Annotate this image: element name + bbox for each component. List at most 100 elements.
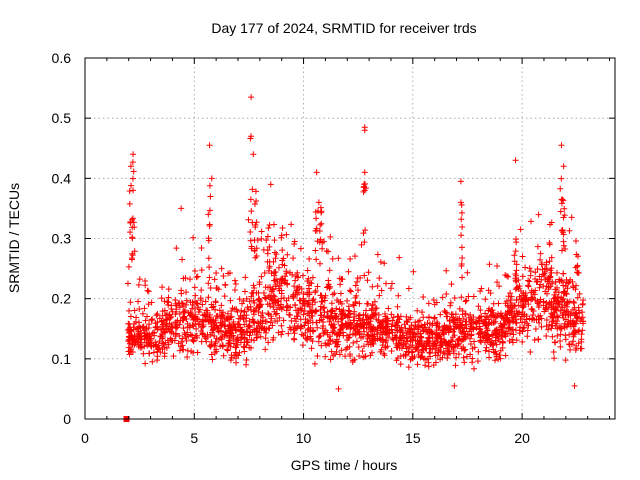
data-point (550, 348, 557, 355)
data-point (535, 336, 542, 343)
data-point (253, 219, 260, 226)
data-point (470, 293, 477, 300)
data-point (317, 236, 324, 243)
data-point (165, 341, 172, 348)
data-point (522, 264, 529, 271)
data-point (238, 328, 245, 335)
data-point (335, 318, 342, 325)
data-point (578, 338, 585, 345)
data-point (321, 304, 328, 311)
data-point (533, 279, 540, 286)
data-point (323, 284, 330, 291)
data-point (369, 349, 376, 356)
data-point (546, 258, 553, 265)
data-point (128, 182, 135, 189)
data-point (279, 225, 286, 232)
data-point (127, 163, 134, 170)
data-point (439, 340, 446, 347)
data-point (339, 308, 346, 315)
data-point (384, 329, 391, 336)
data-point (343, 320, 350, 327)
data-point (150, 349, 157, 356)
data-point (541, 308, 548, 315)
data-point (478, 285, 485, 292)
data-point (211, 349, 218, 356)
data-point (258, 273, 265, 280)
data-point (558, 278, 565, 285)
data-point (195, 308, 202, 315)
data-point (377, 329, 384, 336)
data-point (176, 347, 183, 354)
data-point (252, 222, 259, 229)
y-tick-label: 0.2 (52, 291, 72, 307)
data-point (570, 298, 577, 305)
data-point (246, 332, 253, 339)
data-point (457, 178, 464, 185)
data-point (361, 127, 368, 134)
data-point (375, 311, 382, 318)
data-point (402, 343, 409, 350)
data-point (273, 276, 280, 283)
data-point (153, 342, 160, 349)
data-point (414, 361, 421, 368)
data-point (145, 301, 152, 308)
data-point (304, 326, 311, 333)
data-point (292, 301, 299, 308)
data-point (526, 265, 533, 272)
data-point (447, 326, 454, 333)
data-point (483, 331, 490, 338)
data-point (520, 304, 527, 311)
data-point (248, 293, 255, 300)
data-point (222, 281, 229, 288)
data-point (295, 310, 302, 317)
data-point (562, 336, 569, 343)
data-point (243, 357, 250, 364)
data-point (481, 318, 488, 325)
data-point (193, 274, 200, 281)
data-point (265, 224, 272, 231)
data-point (506, 324, 513, 331)
data-point (566, 331, 573, 338)
data-point (397, 329, 404, 336)
data-point (431, 315, 438, 322)
data-point (347, 288, 354, 295)
data-point (574, 269, 581, 276)
data-point (458, 294, 465, 301)
data-point (546, 278, 553, 285)
data-point (305, 285, 312, 292)
data-point (537, 312, 544, 319)
data-point (338, 315, 345, 322)
data-point (574, 314, 581, 321)
data-point (208, 175, 215, 182)
data-point (233, 359, 240, 366)
data-point (536, 284, 543, 291)
data-point (326, 318, 333, 325)
data-point (303, 335, 310, 342)
data-point (498, 322, 505, 329)
data-point (337, 281, 344, 288)
data-point (494, 333, 501, 340)
data-point (220, 272, 227, 279)
data-point (248, 307, 255, 314)
data-point (536, 299, 543, 306)
data-point (524, 333, 531, 340)
data-point (309, 338, 316, 345)
data-point (173, 322, 180, 329)
data-point (358, 322, 365, 329)
data-point (304, 267, 311, 274)
data-point (287, 326, 294, 333)
data-point (513, 267, 520, 274)
data-point (330, 321, 337, 328)
data-point (494, 313, 501, 320)
data-point (567, 346, 574, 353)
data-point (549, 333, 556, 340)
data-point (226, 327, 233, 334)
data-point (449, 334, 456, 341)
data-point (484, 313, 491, 320)
data-point (283, 231, 290, 238)
data-point (253, 198, 260, 205)
data-point (312, 247, 319, 254)
data-point (126, 200, 133, 207)
data-point (247, 196, 254, 203)
